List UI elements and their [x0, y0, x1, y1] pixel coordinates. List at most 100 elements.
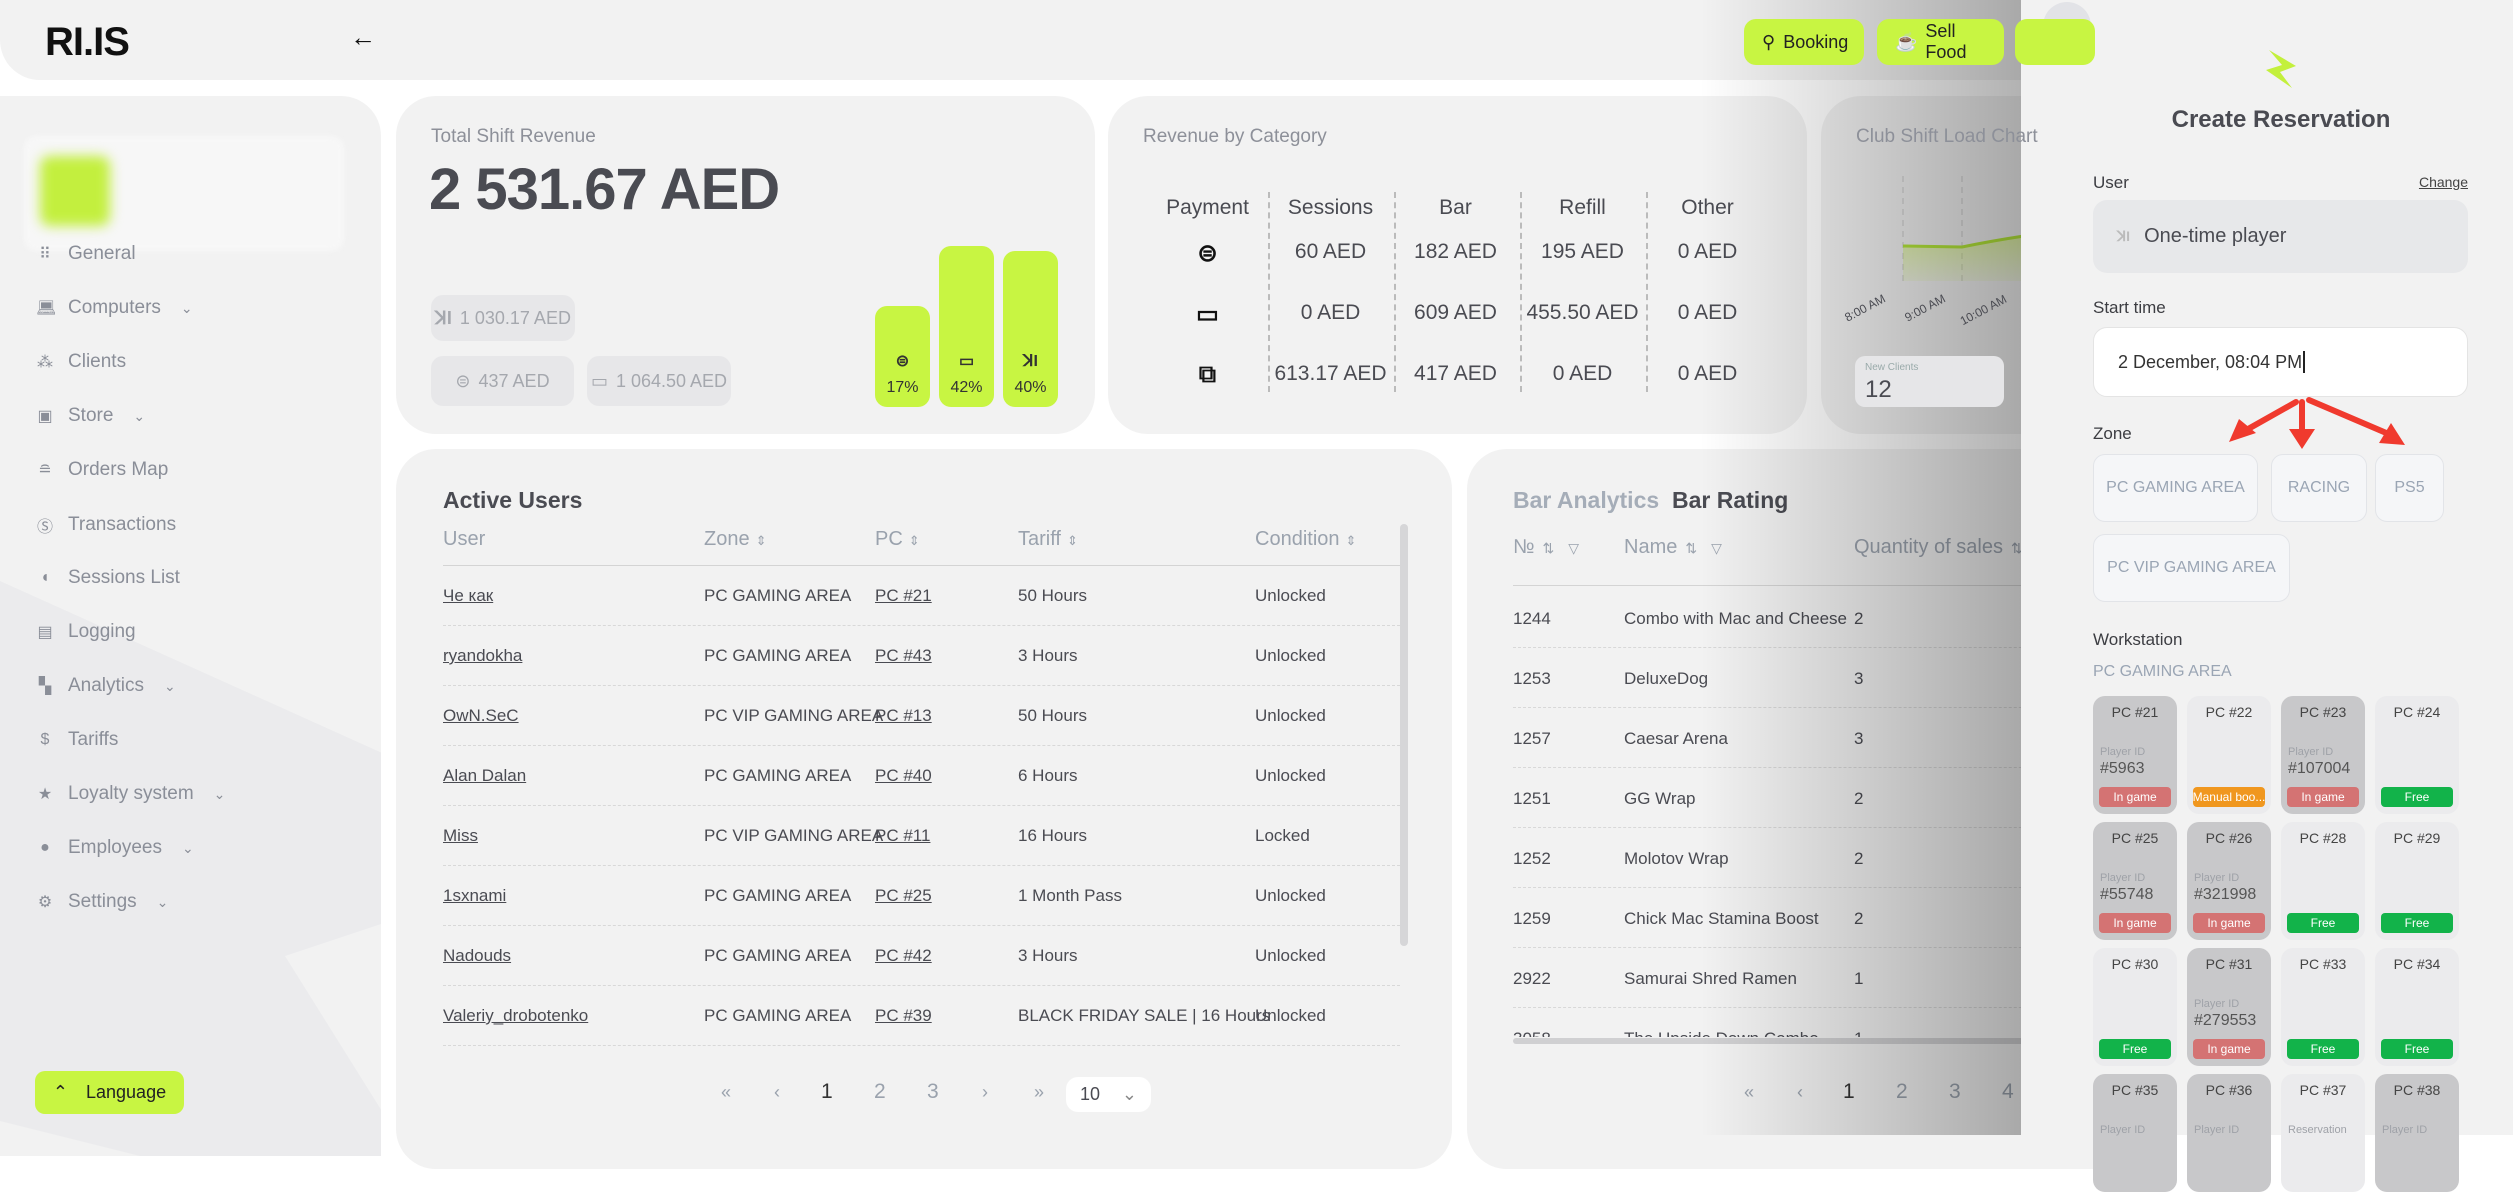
pagination-page[interactable]: 4	[2002, 1080, 2014, 1103]
category-value: 0 AED	[1677, 240, 1738, 263]
sidebar-item-tariffs[interactable]: $ Tariffs	[36, 729, 119, 751]
column-header-condition[interactable]: Condition ⇕	[1255, 528, 1356, 551]
workstation-card[interactable]: PC #30 Free	[2093, 948, 2177, 1066]
filter-icon[interactable]: ▽	[1568, 540, 1579, 556]
pagination-page[interactable]: 2	[874, 1080, 886, 1103]
pagination-next[interactable]: ›	[982, 1082, 988, 1102]
pc-link[interactable]: PC #43	[875, 646, 932, 665]
pagination-page[interactable]: 3	[927, 1080, 939, 1103]
pagination-prev[interactable]: ‹	[774, 1082, 780, 1102]
pagination-last[interactable]: »	[1034, 1082, 1045, 1102]
vertical-scrollbar[interactable]	[1400, 524, 1408, 946]
sell-food-button[interactable]: ☕ Sell Food	[1877, 19, 2004, 65]
workstation-card[interactable]: PC #23 Player ID #107004 In game	[2281, 696, 2365, 814]
sidebar-item-sessions-list[interactable]: ◖ Sessions List	[36, 567, 180, 589]
workstation-card[interactable]: PC #31 Player ID #279553 In game	[2187, 948, 2271, 1066]
pc-link[interactable]: PC #11	[875, 826, 931, 845]
language-button[interactable]: ⌃ Language	[35, 1071, 184, 1114]
pagination-page[interactable]: 2	[1896, 1080, 1908, 1103]
workstation-card[interactable]: PC #25 Player ID #55748 In game	[2093, 822, 2177, 940]
sidebar-item-label: Logging	[68, 621, 136, 642]
horizontal-scrollbar[interactable]	[1513, 1038, 2163, 1044]
sidebar-item-settings[interactable]: ⚙ Settings ⌄	[36, 891, 169, 913]
sidebar-item-analytics[interactable]: ▚ Analytics ⌄	[36, 675, 176, 697]
user-link[interactable]: Valeriy_drobotenko	[443, 1006, 589, 1025]
extra-button[interactable]	[2015, 19, 2095, 65]
pagination-prev[interactable]: ‹	[1797, 1082, 1803, 1102]
user-field[interactable]: ꓘI One-time player	[2093, 200, 2468, 273]
tab-bar-analytics[interactable]: Bar Analytics	[1513, 487, 1660, 513]
workstation-card[interactable]: PC #26 Player ID #321998 In game	[2187, 822, 2271, 940]
user-link[interactable]: Alan Dalan	[443, 766, 527, 785]
sort-icon[interactable]: ⇅	[1542, 540, 1555, 556]
user-link[interactable]: Miss	[443, 826, 478, 845]
change-user-link[interactable]: Change	[2418, 174, 2468, 190]
table-cell: 1	[1854, 969, 1864, 988]
table-cell: 50 Hours	[1018, 586, 1087, 605]
arrow-left-icon[interactable]: ←	[350, 22, 376, 52]
user-link[interactable]: Nadouds	[443, 946, 512, 965]
sort-icon[interactable]: ⇕	[1345, 533, 1357, 548]
table-row: 1257 Caesar Arena 3	[1467, 449, 2167, 1037]
workstation-card[interactable]: PC #38 Player ID	[2375, 1074, 2459, 1192]
logo[interactable]: RI.IS	[45, 20, 130, 64]
column-header-zone[interactable]: Zone ⇕	[704, 528, 767, 551]
zone-option[interactable]: PS5	[2375, 454, 2444, 522]
workstation-card[interactable]: PC #24 Free	[2375, 696, 2459, 814]
workstation-card[interactable]: PC #34 Free	[2375, 948, 2459, 1066]
column-header-tariff[interactable]: Tariff ⇕	[1018, 528, 1078, 551]
sidebar-item-transactions[interactable]: Ⓢ Transactions	[36, 513, 176, 537]
pc-link[interactable]: PC #39	[875, 1006, 932, 1025]
sort-icon[interactable]: ⇅	[1685, 540, 1698, 556]
user-link[interactable]: 1sxnami	[443, 886, 507, 905]
column-header[interactable]: Quantity of sales ⇅	[1854, 536, 2023, 559]
workstation-card[interactable]: PC #22 Manual boo...	[2187, 696, 2271, 814]
user-link[interactable]: OwN.SeC	[443, 706, 519, 725]
sort-icon[interactable]: ⇅	[2010, 540, 2023, 556]
sidebar-item-computers[interactable]: 💻︎ Computers ⌄	[36, 297, 193, 319]
pc-link[interactable]: PC #13	[875, 706, 932, 725]
workstation-card[interactable]: PC #28 Free	[2281, 822, 2365, 940]
sidebar-item-loyalty-system[interactable]: ★ Loyalty system ⌄	[36, 783, 226, 805]
column-header[interactable]: Name ⇅ ▽	[1624, 536, 1722, 559]
user-link[interactable]: ryandokha	[443, 646, 523, 665]
pagination-first[interactable]: «	[721, 1082, 732, 1102]
column-header-pc[interactable]: PC ⇕	[875, 528, 920, 551]
sort-icon[interactable]: ⇕	[908, 533, 920, 548]
sidebar-item-store[interactable]: ▣ Store ⌄	[36, 405, 145, 427]
workstation-card[interactable]: PC #29 Free	[2375, 822, 2459, 940]
page-size-value: 10	[1080, 1084, 1101, 1104]
sidebar-item-clients[interactable]: ⁂ Clients	[36, 351, 126, 373]
workstation-card[interactable]: PC #33 Free	[2281, 948, 2365, 1066]
sort-icon[interactable]: ⇕	[755, 533, 767, 548]
workstation-card[interactable]: PC #21 Player ID #5963 In game	[2093, 696, 2177, 814]
start-time-input[interactable]: 2 December, 08:04 PM	[2093, 327, 2468, 397]
sidebar-item-logging[interactable]: ▤ Logging	[36, 621, 136, 643]
pagination-page[interactable]: 1	[1843, 1080, 1855, 1103]
pagination-first[interactable]: «	[1744, 1082, 1755, 1102]
pc-link[interactable]: PC #21	[875, 586, 932, 605]
zone-option[interactable]: RACING	[2271, 454, 2367, 522]
sidebar-item-orders-map[interactable]: ≘ Orders Map	[36, 459, 168, 481]
pc-link[interactable]: PC #42	[875, 946, 932, 965]
sort-icon[interactable]: ⇕	[1066, 533, 1078, 548]
pc-link[interactable]: PC #40	[875, 766, 932, 785]
tab-bar-rating[interactable]: Bar Rating	[1672, 487, 1789, 513]
zone-option[interactable]: PC VIP GAMING AREA	[2093, 534, 2290, 602]
workstation-card[interactable]: PC #37 Reservation	[2281, 1074, 2365, 1192]
filter-icon[interactable]: ▽	[1711, 540, 1722, 556]
zone-option[interactable]: PC GAMING AREA	[2093, 454, 2258, 522]
pagination-page[interactable]: 1	[821, 1080, 833, 1103]
workstation-card[interactable]: PC #35 Player ID	[2093, 1074, 2177, 1192]
user-link[interactable]: Че как	[443, 586, 494, 605]
table-cell: PC GAMING AREA	[704, 886, 852, 905]
sidebar-item-employees[interactable]: ● Employees ⌄	[36, 837, 194, 859]
workstation-card[interactable]: PC #36 Player ID	[2187, 1074, 2271, 1192]
row-divider	[443, 625, 1400, 626]
page-size-select[interactable]: 10 ⌄	[1066, 1077, 1151, 1112]
column-header[interactable]: № ⇅ ▽	[1513, 536, 1579, 559]
pc-link[interactable]: PC #25	[875, 886, 932, 905]
pagination-page[interactable]: 3	[1949, 1080, 1961, 1103]
booking-button[interactable]: ⚲ Booking	[1744, 19, 1864, 65]
sidebar-item-general[interactable]: ⠿ General	[36, 243, 135, 265]
